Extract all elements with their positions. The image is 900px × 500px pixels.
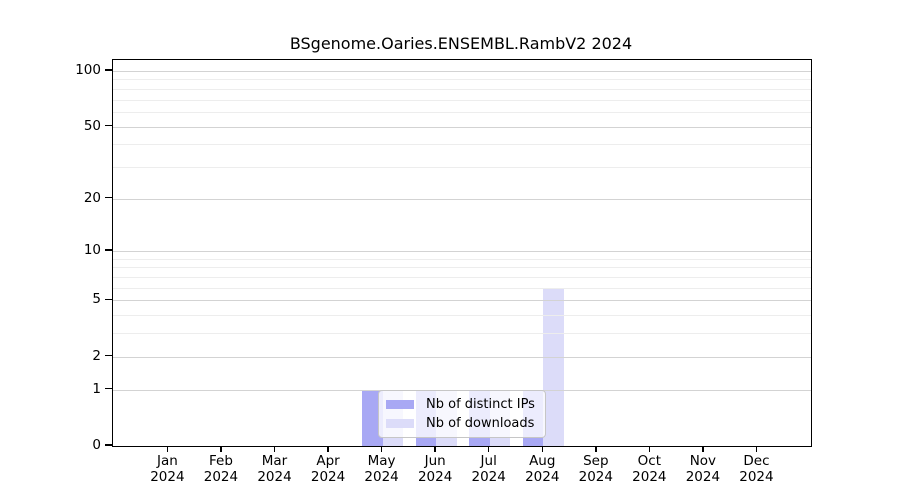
month-year: 2024	[525, 469, 560, 485]
month-name: Aug	[529, 453, 556, 469]
legend-row-downloads: Nb of downloads	[385, 416, 539, 431]
x-tick-label-may: May 2024	[350, 453, 414, 485]
month-year: 2024	[203, 469, 239, 485]
downloads-swatch-icon	[386, 418, 414, 428]
y-axis-tick	[105, 69, 112, 71]
y-axis-tick	[105, 444, 112, 446]
month-year: 2024	[739, 469, 774, 485]
major-gridline	[113, 300, 811, 302]
y-axis-tick	[105, 124, 112, 127]
x-tick-label-oct: Oct 2024	[617, 453, 681, 485]
minor-gridline	[113, 267, 811, 269]
x-axis-tick	[541, 446, 543, 452]
x-tick-label-feb: Feb 2024	[189, 453, 253, 485]
minor-gridline	[113, 144, 811, 146]
major-gridline	[113, 126, 811, 128]
minor-gridline	[113, 166, 811, 168]
x-axis-tick	[166, 446, 169, 452]
y-tick-label: 1	[92, 380, 101, 397]
y-axis-tick	[105, 249, 112, 251]
month-name: Oct	[637, 453, 662, 469]
x-axis-tick	[434, 446, 436, 452]
x-tick-label-jul: Jul 2024	[457, 453, 521, 485]
x-axis-tick	[648, 446, 651, 452]
y-axis-tick	[105, 298, 112, 301]
legend-label-downloads: Nb of downloads	[426, 415, 535, 431]
x-tick-label-dec: Dec 2024	[724, 453, 788, 485]
month-year: 2024	[257, 469, 292, 485]
major-gridline	[113, 251, 811, 253]
month-name: Nov	[689, 453, 717, 469]
minor-gridline	[113, 88, 811, 90]
x-tick-label-aug: Aug 2024	[510, 453, 574, 485]
chart-title: BSgenome.Oaries.ENSEMBL.RambV2 2024	[289, 34, 633, 53]
month-name: Mar	[261, 453, 288, 469]
y-tick-label: 50	[83, 117, 101, 134]
month-year: 2024	[685, 469, 721, 485]
y-tick-label: 0	[92, 437, 101, 453]
y-tick-label: 2	[92, 347, 101, 364]
minor-gridline	[113, 333, 811, 335]
x-axis-tick	[595, 446, 597, 452]
x-axis-tick	[702, 446, 704, 452]
x-tick-label-apr: Apr 2024	[296, 453, 360, 485]
month-name: Dec	[743, 453, 770, 469]
x-tick-label-mar: Mar 2024	[243, 453, 307, 485]
x-tick-label-jan: Jan 2024	[135, 453, 199, 485]
month-name: May	[367, 453, 396, 469]
minor-gridline	[113, 79, 811, 81]
y-axis-tick	[105, 354, 112, 357]
month-name: Jan	[156, 453, 178, 469]
x-axis-tick	[487, 446, 490, 452]
y-axis-tick	[105, 387, 112, 390]
distinct-ips-swatch-icon	[386, 400, 414, 410]
month-name: Jul	[480, 453, 497, 469]
month-name: Apr	[316, 453, 340, 469]
x-tick-label-nov: Nov 2024	[671, 453, 735, 485]
x-tick-label-sep: Sep 2024	[564, 453, 628, 485]
minor-gridline	[113, 315, 811, 317]
major-gridline	[113, 356, 811, 358]
month-year: 2024	[364, 469, 399, 485]
month-name: Jun	[424, 453, 446, 469]
x-axis-tick	[220, 446, 222, 452]
bar-aug-downloads	[543, 287, 564, 446]
y-tick-label: 10	[83, 242, 101, 259]
month-year: 2024	[578, 469, 613, 485]
y-tick-label: 5	[92, 291, 101, 308]
x-axis-tick	[273, 446, 276, 452]
x-axis-tick	[380, 446, 383, 452]
plot-area	[112, 59, 812, 447]
month-name: Feb	[208, 453, 233, 469]
minor-gridline	[113, 277, 811, 279]
bar-may-distinct-ips	[362, 389, 383, 446]
x-axis-tick	[755, 446, 758, 452]
y-tick-label: 100	[75, 62, 101, 78]
month-name: Sep	[583, 453, 609, 469]
minor-gridline	[113, 258, 811, 260]
x-axis-tick	[327, 446, 329, 452]
y-tick-label: 20	[83, 189, 101, 206]
month-year: 2024	[417, 469, 453, 485]
minor-gridline	[113, 99, 811, 101]
legend-label-distinct-ips: Nb of distinct IPs	[426, 397, 535, 413]
major-gridline	[113, 71, 811, 72]
major-gridline	[113, 198, 811, 200]
x-tick-label-jun: Jun 2024	[403, 453, 467, 485]
y-axis-tick	[105, 196, 112, 199]
minor-gridline	[113, 111, 811, 113]
legend: Nb of distinct IPs Nb of downloads	[378, 390, 546, 438]
legend-row-distinct-ips: Nb of distinct IPs	[385, 397, 539, 412]
month-year: 2024	[150, 469, 185, 485]
month-year: 2024	[632, 469, 667, 485]
month-year: 2024	[310, 469, 346, 485]
minor-gridline	[113, 287, 811, 289]
month-year: 2024	[471, 469, 506, 485]
